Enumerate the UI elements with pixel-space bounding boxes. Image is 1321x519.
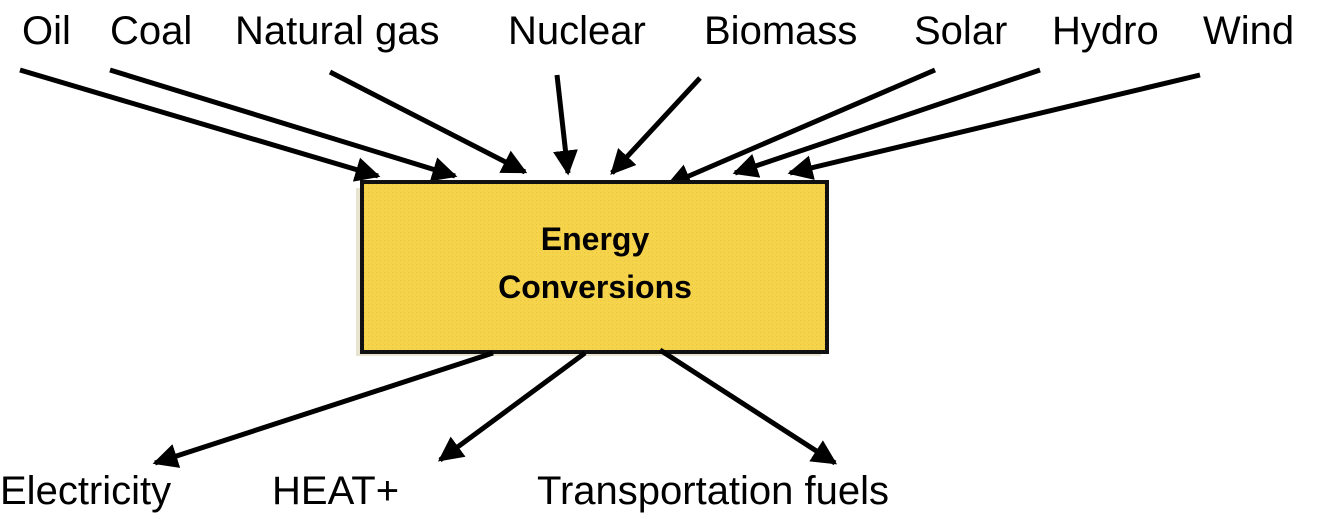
arrow [658, 347, 838, 466]
source-label: Natural gas [235, 9, 440, 53]
source-label: Biomass [704, 9, 857, 53]
input-arrows [19, 67, 1201, 188]
source-label: Oil [22, 9, 71, 53]
arrow [665, 67, 936, 188]
source-label: Hydro [1052, 9, 1159, 53]
arrow [19, 67, 381, 182]
arrow [152, 350, 494, 468]
arrow [109, 67, 458, 182]
arrow [610, 76, 702, 175]
center-label: Conversions [498, 269, 692, 305]
conversion-box [360, 180, 829, 354]
source-label: Nuclear [508, 9, 646, 53]
source-label: Solar [914, 9, 1007, 53]
output-label: HEAT+ [272, 469, 399, 513]
center-label: Energy [541, 221, 650, 257]
arrow [553, 74, 578, 176]
source-label: Wind [1203, 9, 1294, 53]
arrow [787, 72, 1201, 180]
arrow [328, 69, 528, 175]
output-label: Transportation fuels [537, 469, 889, 513]
output-arrows [152, 347, 838, 468]
source-label: Coal [110, 9, 192, 53]
arrow [437, 350, 587, 463]
output-label: Electricity [0, 469, 171, 513]
arrow [732, 67, 1041, 178]
